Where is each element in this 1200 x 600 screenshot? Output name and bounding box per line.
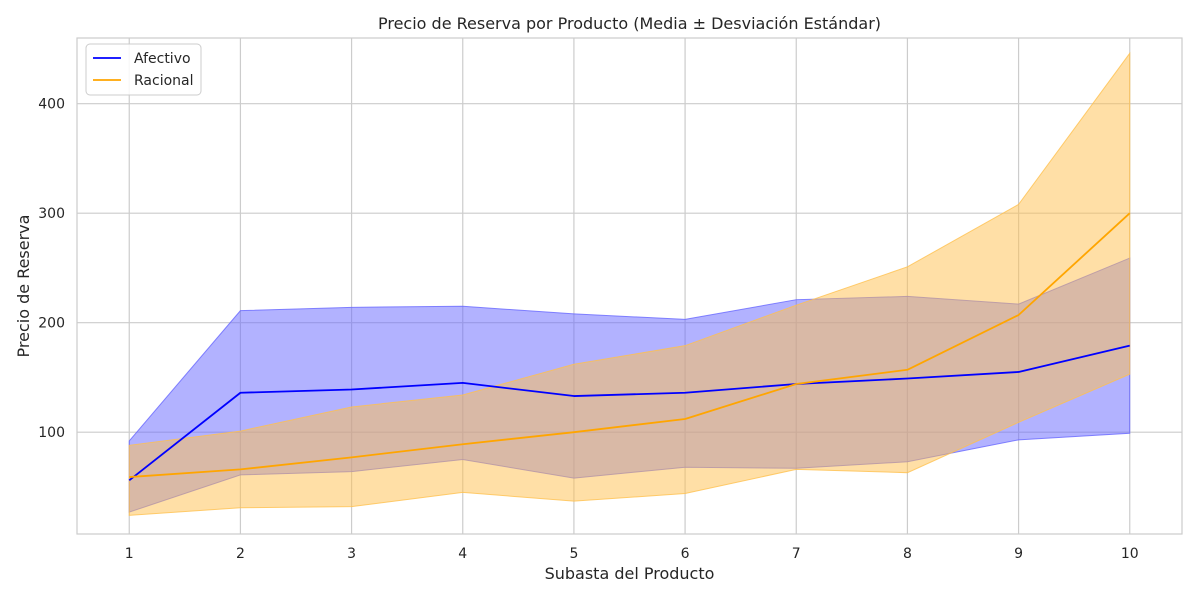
std-bands xyxy=(128,51,1131,516)
mean-line-afectivo xyxy=(128,344,1130,482)
legend: Afectivo Racional xyxy=(85,43,202,96)
legend-label-racional: Racional xyxy=(134,73,194,89)
x-tick-label: 4 xyxy=(458,546,467,562)
x-tick-label: 5 xyxy=(569,546,578,562)
std-band-racional xyxy=(128,51,1131,516)
y-tick-label: 100 xyxy=(38,425,65,441)
y-tick-label: 400 xyxy=(38,97,65,113)
x-axis-label: Subasta del Producto xyxy=(545,564,715,583)
x-tick-label: 10 xyxy=(1121,546,1139,562)
chart-title: Precio de Reserva por Producto (Media ± … xyxy=(378,14,881,33)
tick-labels: 1 2 3 4 5 6 7 8 9 10 100 200 300 400 xyxy=(38,97,1138,562)
plot-frame xyxy=(76,37,1183,535)
x-tick-label: 9 xyxy=(1014,546,1023,562)
y-tick-label: 200 xyxy=(38,316,65,332)
x-tick-label: 7 xyxy=(792,546,801,562)
y-tick-label: 300 xyxy=(38,206,65,222)
x-tick-label: 2 xyxy=(236,546,245,562)
x-tick-label: 6 xyxy=(681,546,690,562)
y-axis-label: Precio de Reserva xyxy=(14,215,33,358)
mean-line-racional xyxy=(129,212,1131,478)
mean-lines xyxy=(128,212,1131,482)
x-tick-label: 8 xyxy=(903,546,912,562)
x-tick-label: 1 xyxy=(125,546,134,562)
legend-label-afectivo: Afectivo xyxy=(134,51,191,67)
x-tick-label: 3 xyxy=(347,546,356,562)
legend-box xyxy=(85,43,202,96)
